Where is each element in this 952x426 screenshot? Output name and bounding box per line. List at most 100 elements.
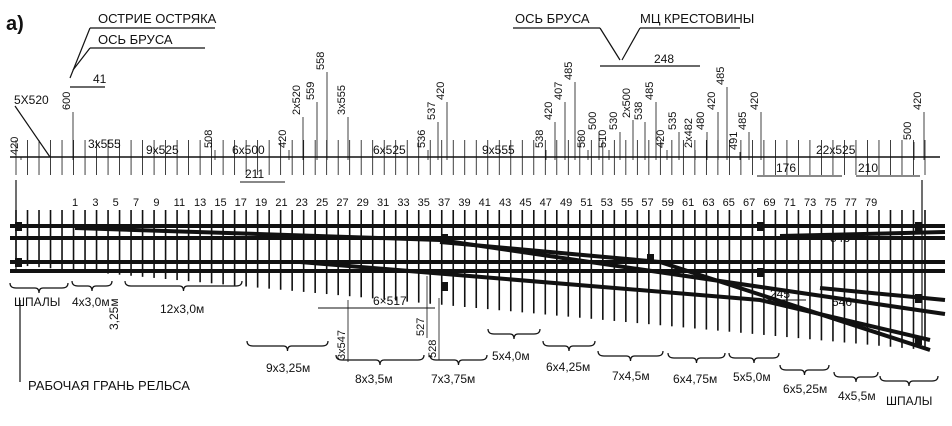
- tie-groups: ШПАЛЫ 4х3,0м3,25м 12х3,0м 9х3,25м 8х3,5м 7х3,…: [9, 280, 939, 408]
- vertical-dimension-label: 558: [315, 52, 327, 70]
- vertical-dimension-label: 528: [427, 340, 439, 358]
- tie-number: 37: [438, 197, 450, 209]
- tie-number: 33: [397, 197, 409, 209]
- tie-group-brace: [246, 340, 329, 352]
- vertical-dimension-label: 500: [587, 112, 599, 130]
- rail-joint: [647, 254, 654, 263]
- tie-group-label: 4х5,5м: [838, 389, 876, 403]
- rail-joint: [757, 268, 764, 277]
- vertical-dimension-label: 538: [534, 130, 546, 148]
- spacing-label: 245: [770, 287, 790, 301]
- tie-number: 75: [824, 197, 836, 209]
- tie-group-brace: [429, 354, 488, 366]
- tie-number: 27: [336, 197, 348, 209]
- rail-joint: [441, 282, 448, 291]
- tie-number: 25: [316, 197, 328, 209]
- vertical-dimension-label: 420: [435, 82, 447, 100]
- vertical-dimension-label: 420: [749, 92, 761, 110]
- tie-number: 61: [682, 197, 694, 209]
- spacing-label: 3х555: [88, 137, 121, 151]
- vertical-dimension-label: 3х555: [336, 85, 348, 115]
- tie-number: 19: [255, 197, 267, 209]
- frog-center-label: МЦ КРЕСТОВИНЫ: [640, 11, 754, 26]
- vertical-dimension-label: 485: [644, 82, 656, 100]
- vertical-dimension-label: 559: [305, 82, 317, 100]
- tie-number: 9: [153, 197, 159, 209]
- vertical-dimension-label: 2х520: [291, 85, 303, 115]
- tie-group-label: 9х3,25м: [266, 361, 310, 375]
- tie-number: 49: [560, 197, 572, 209]
- tie-group-brace: [597, 350, 664, 362]
- vertical-dimension-label: 485: [715, 67, 727, 85]
- tie-group-label: 4х3,0м: [72, 295, 110, 309]
- spacing-label: 211: [245, 167, 264, 181]
- tie-number: 35: [418, 197, 430, 209]
- vertical-dimension-label: 536: [416, 130, 428, 148]
- tie-number: 65: [723, 197, 735, 209]
- tie-group-brace: [833, 371, 879, 383]
- tie-group-brace: [9, 282, 69, 294]
- tie-number: 59: [662, 197, 674, 209]
- spacing-label: 5Х520: [14, 93, 49, 107]
- spacing-label: 9х555: [482, 143, 515, 157]
- vertical-dimension-label: 500: [902, 122, 914, 140]
- spacing-label: 6х500: [232, 143, 265, 157]
- rail-joint: [915, 336, 922, 345]
- tie-group-brace: [542, 340, 596, 352]
- tie-number: 17: [235, 197, 247, 209]
- tie-number: 15: [214, 197, 226, 209]
- tie-number: 29: [357, 197, 369, 209]
- rail-line: [75, 260, 931, 342]
- tie-group-label: 6х4,75м: [673, 372, 717, 386]
- spacing-label: 22х525: [816, 143, 856, 157]
- rail-joint: [915, 222, 922, 231]
- tie-number: 7: [133, 197, 139, 209]
- tie-group-brace: [335, 354, 425, 366]
- spacing-label: 210: [858, 161, 878, 175]
- vertical-dimension-label: 530: [608, 112, 620, 130]
- tie-number: 73: [804, 197, 816, 209]
- tie-group-label: ШПАЛЫ: [886, 394, 932, 408]
- vertical-dimension-label: 3х547: [336, 330, 348, 360]
- tie-number: 13: [194, 197, 206, 209]
- tie-group-brace: [728, 352, 780, 364]
- rail-joint: [15, 258, 22, 267]
- rails: [10, 222, 946, 352]
- vertical-dimension-label: 420: [543, 102, 555, 120]
- tie-group-label: 6х5,25м: [783, 382, 827, 396]
- panel-label: а): [6, 13, 24, 35]
- vertical-dimension-label: 485: [737, 112, 749, 130]
- tie-numbers: 1 3 5 7 9 11 13 15 17 19 21 23 25 27 29 31 33 35 37 39 41 43 4…: [72, 197, 877, 209]
- vertical-dimension-label: 420: [277, 130, 289, 148]
- spacing-label: 546: [830, 231, 850, 245]
- spacing-label: 41: [93, 72, 107, 86]
- vertical-dimension-label: 2х482: [683, 118, 695, 148]
- vertical-dimension-label: 491: [728, 132, 740, 150]
- spacing-label: 176: [776, 161, 796, 175]
- rail-line: [819, 286, 946, 302]
- spacing-label: 9х525: [146, 143, 179, 157]
- tie-number: 11: [174, 197, 185, 209]
- tie-number: 63: [702, 197, 714, 209]
- vertical-dimension-label: 420: [655, 130, 667, 148]
- rail-line: [74, 226, 946, 316]
- rail-work-edge-label: РАБОЧАЯ ГРАНЬ РЕЛЬСА: [28, 378, 190, 393]
- tie-number: 45: [519, 197, 531, 209]
- vertical-dimension-label: 580: [576, 130, 588, 148]
- vertical-dimension-label: 537: [426, 102, 438, 120]
- vertical-dimension-label: 508: [203, 130, 215, 148]
- tie-number: 1: [72, 197, 78, 209]
- tie-group-brace: [779, 364, 830, 376]
- point-tip-label: ОСТРИЕ ОСТРЯКА: [98, 11, 217, 26]
- tie-group-label: 3,25м: [107, 298, 121, 330]
- tie-number: 57: [641, 197, 653, 209]
- tie-number: 79: [865, 197, 877, 209]
- tie-group-label: 7х3,75м: [431, 372, 475, 386]
- vertical-dimension-label: 420: [912, 92, 924, 110]
- tie-number: 69: [763, 197, 775, 209]
- vertical-dimension-label: 600: [61, 92, 73, 110]
- vertical-dimension-label: 407: [553, 82, 565, 100]
- tie-number: 5: [113, 197, 119, 209]
